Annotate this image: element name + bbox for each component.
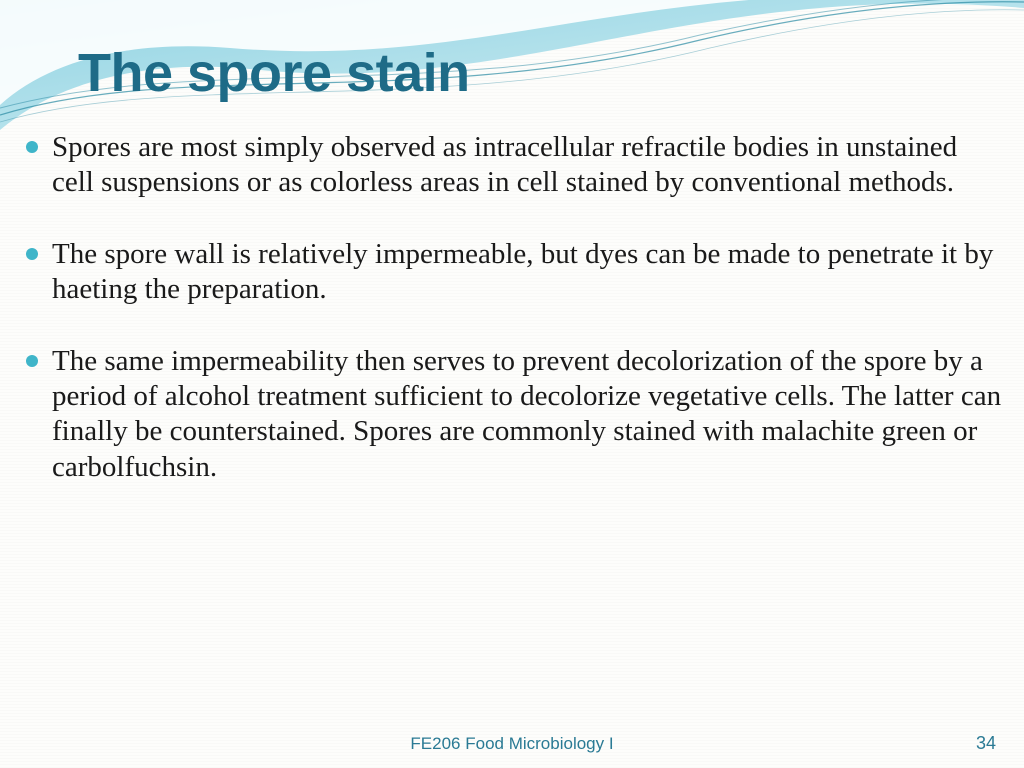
- slide-body: Spores are most simply observed as intra…: [18, 130, 1006, 521]
- bullet-item: The same impermeability then serves to p…: [18, 344, 1006, 486]
- footer-course-label: FE206 Food Microbiology I: [0, 734, 1024, 754]
- bullet-item: Spores are most simply observed as intra…: [18, 130, 1006, 201]
- slide-title: The spore stain: [78, 42, 470, 104]
- bullet-list: Spores are most simply observed as intra…: [18, 130, 1006, 485]
- page-number: 34: [976, 733, 996, 754]
- bullet-item: The spore wall is relatively impermeable…: [18, 237, 1006, 308]
